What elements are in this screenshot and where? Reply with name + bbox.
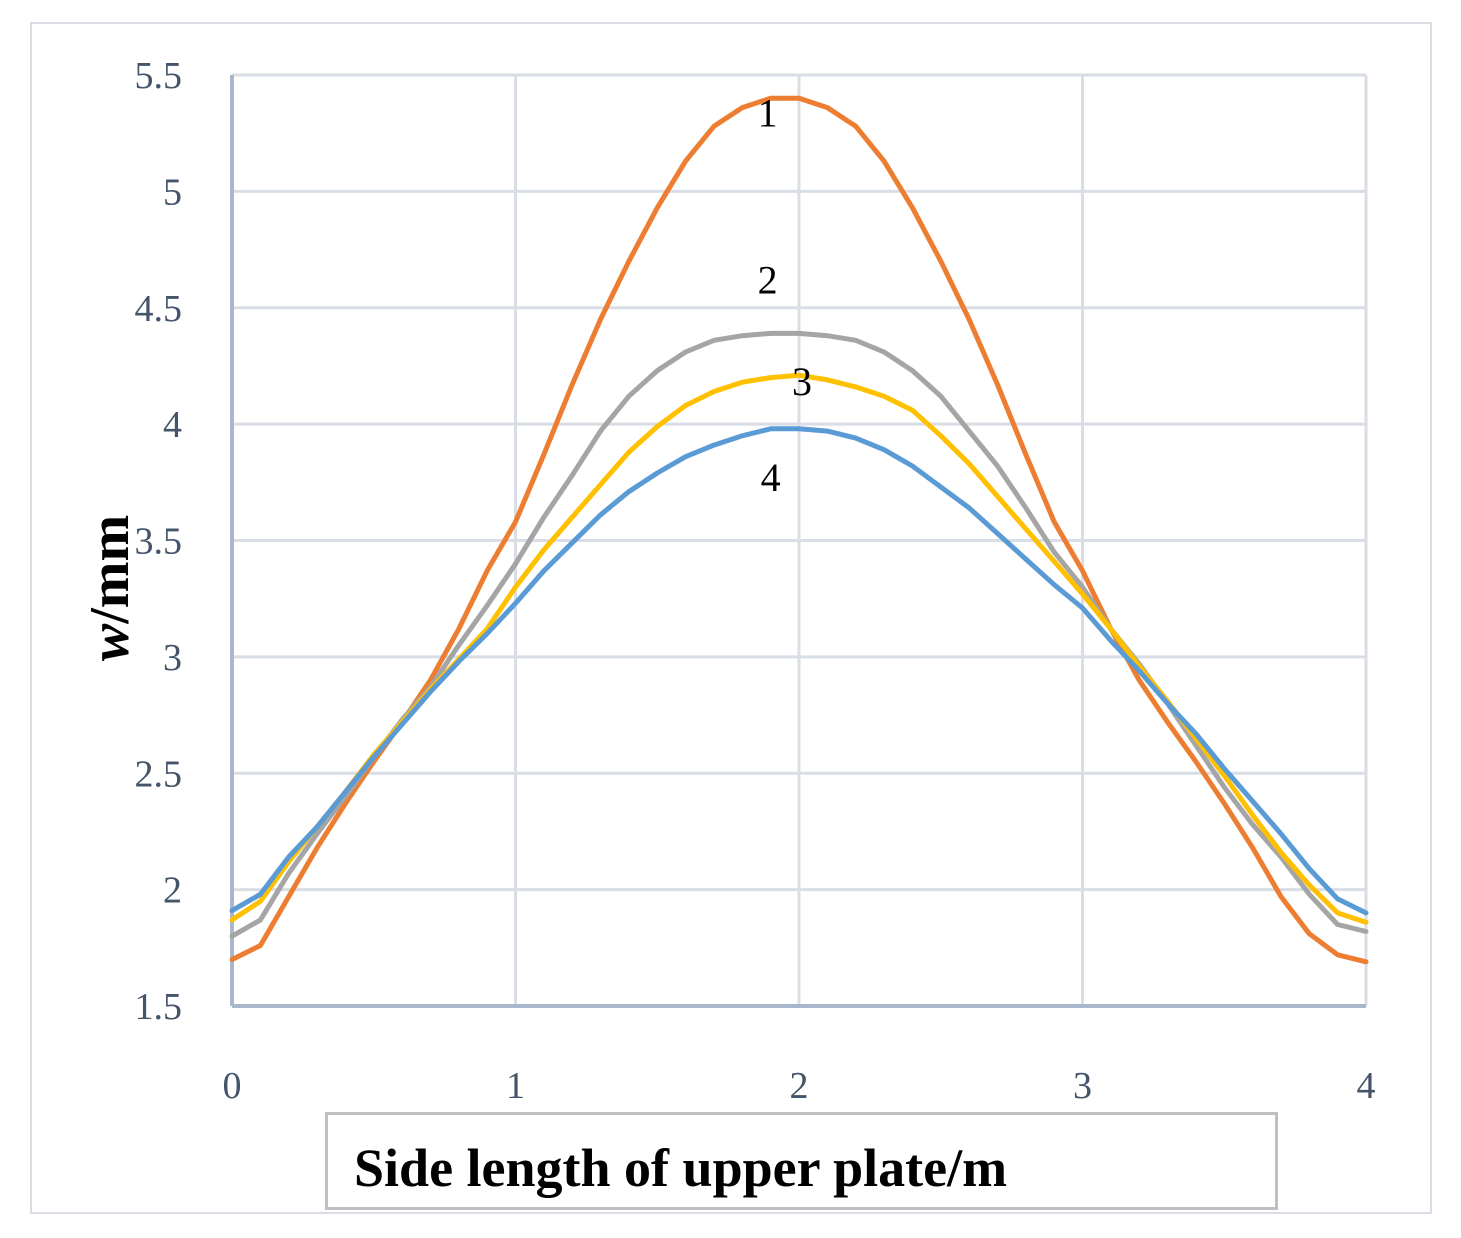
x-axis-label: Side length of upper plate/m [354, 1138, 1008, 1198]
series-label-3: 3 [792, 359, 812, 404]
x-tick-label: 3 [1073, 1065, 1092, 1107]
y-tick-label: 3.5 [135, 521, 183, 563]
x-tick-label: 1 [506, 1065, 525, 1107]
y-tick-label: 2.5 [135, 753, 183, 795]
y-tick-label: 5.5 [135, 55, 183, 97]
x-tick-label: 4 [1357, 1065, 1376, 1107]
series-label-2: 2 [758, 257, 778, 302]
x-axis-label-box: Side length of upper plate/m [325, 1112, 1278, 1210]
y-tick-label: 2 [163, 870, 182, 912]
x-tick-label: 0 [223, 1065, 242, 1107]
y-tick-label: 4.5 [135, 288, 183, 330]
y-axis-label-variable: w [79, 623, 141, 661]
series-label-4: 4 [761, 455, 781, 500]
x-tick-label: 2 [790, 1065, 809, 1107]
chart-frame [30, 22, 1432, 1214]
series-lines [229, 95, 1369, 965]
y-tick-label: 5 [163, 171, 182, 213]
series-line-1 [229, 95, 1369, 965]
axes [230, 75, 1366, 1008]
series-line-4 [229, 426, 1369, 916]
y-tick-label: 1.5 [135, 986, 183, 1028]
y-tick-label: 3 [163, 637, 182, 679]
tick-labels: 1.5 2 2.5 3 3.5 4 4.5 5 5.5 0 1 2 3 4 [135, 55, 1376, 1107]
series-labels: 1 2 3 4 [758, 90, 812, 500]
y-axis-label: w/mm [79, 515, 141, 661]
grid-lines [230, 73, 1368, 1008]
y-tick-label: 4 [163, 404, 182, 446]
series-label-1: 1 [758, 90, 778, 135]
y-axis-label-unit: /mm [79, 515, 141, 625]
